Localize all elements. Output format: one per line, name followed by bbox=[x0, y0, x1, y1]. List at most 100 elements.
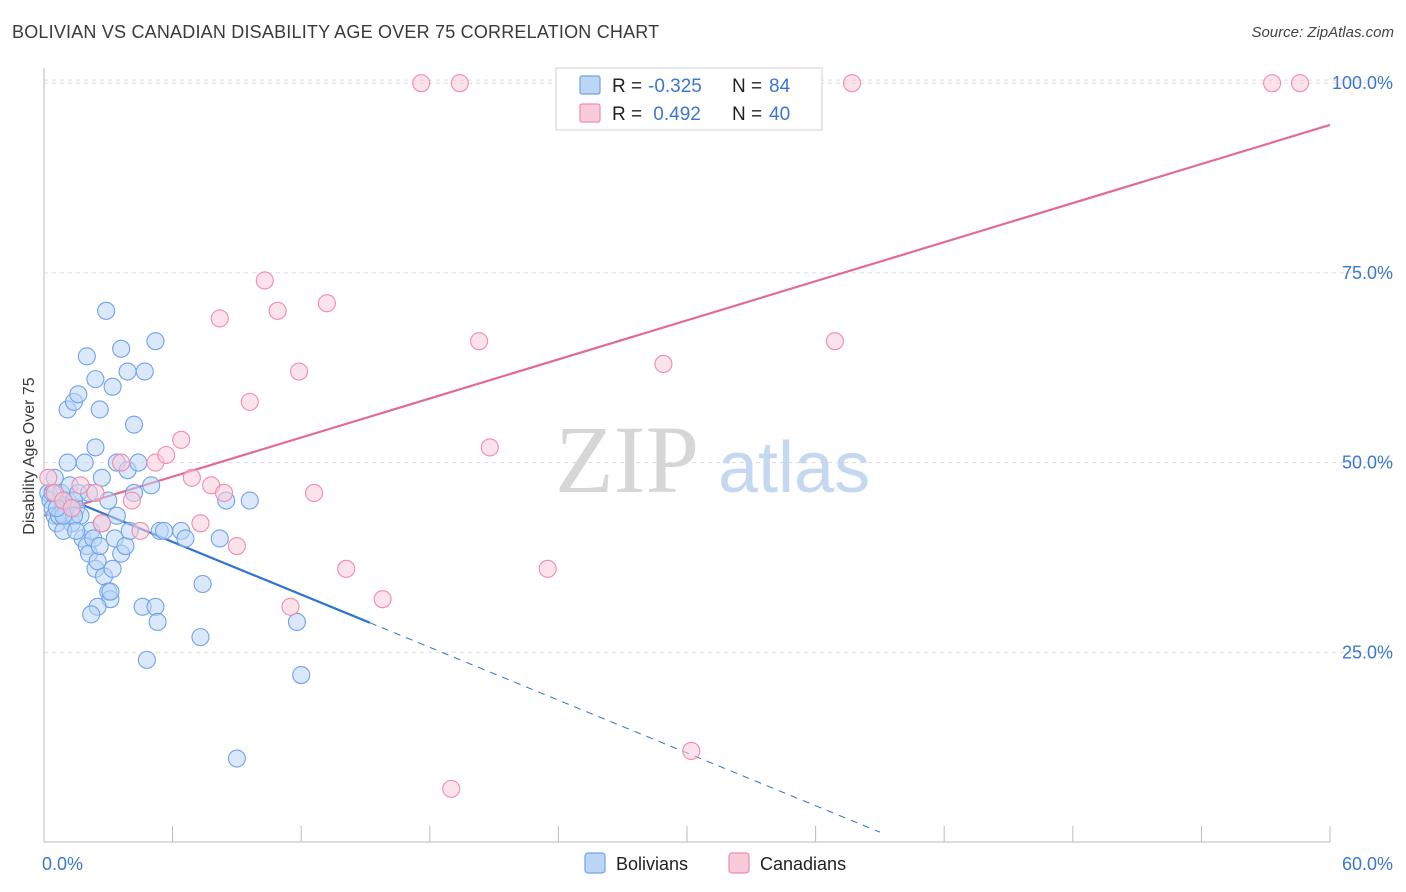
point-canadians[interactable] bbox=[682, 741, 701, 760]
watermark: ZIP atlas bbox=[555, 406, 870, 513]
legend-label-bolivians[interactable]: Bolivians bbox=[616, 854, 688, 874]
axes bbox=[43, 68, 1331, 843]
point-bolivians[interactable] bbox=[90, 400, 109, 419]
point-bolivians[interactable] bbox=[77, 347, 96, 366]
point-canadians[interactable] bbox=[157, 445, 176, 465]
point-bolivians[interactable] bbox=[86, 370, 105, 389]
point-canadians[interactable] bbox=[654, 354, 673, 373]
legend-swatch-bolivians bbox=[579, 75, 601, 95]
point-bolivians[interactable] bbox=[287, 612, 306, 631]
point-canadians[interactable] bbox=[214, 483, 234, 502]
point-bolivians[interactable] bbox=[69, 385, 88, 404]
point-canadians[interactable] bbox=[240, 392, 259, 411]
legend-r-label: R = bbox=[612, 76, 642, 97]
point-canadians[interactable] bbox=[825, 332, 844, 351]
point-bolivians[interactable] bbox=[118, 362, 137, 381]
point-canadians[interactable] bbox=[290, 362, 309, 381]
point-canadians[interactable] bbox=[112, 453, 131, 472]
point-canadians[interactable] bbox=[442, 779, 461, 798]
legend-top: R = -0.325 N = 84 R = 0.492 N = 40 bbox=[555, 67, 823, 131]
legend-n-label: N = bbox=[732, 76, 762, 97]
point-canadians[interactable] bbox=[450, 74, 469, 93]
point-bolivians[interactable] bbox=[146, 597, 165, 616]
point-canadians[interactable] bbox=[305, 483, 324, 502]
point-bolivians[interactable] bbox=[135, 362, 154, 381]
point-bolivians[interactable] bbox=[129, 453, 148, 472]
x-tick-labels: 0.0% 60.0% bbox=[42, 854, 1393, 874]
point-bolivians[interactable] bbox=[88, 552, 107, 571]
point-bolivians[interactable] bbox=[97, 301, 116, 320]
trend-line-bolivians-extension bbox=[369, 622, 881, 833]
point-canadians[interactable] bbox=[191, 514, 210, 533]
point-bolivians[interactable] bbox=[107, 506, 126, 525]
point-bolivians[interactable] bbox=[292, 666, 311, 685]
point-bolivians[interactable] bbox=[154, 521, 174, 540]
legend-r-value: -0.325 bbox=[648, 76, 702, 97]
point-canadians[interactable] bbox=[255, 271, 274, 290]
point-canadians[interactable] bbox=[172, 430, 191, 449]
point-canadians[interactable] bbox=[92, 514, 111, 533]
point-canadians[interactable] bbox=[412, 74, 431, 93]
gridlines bbox=[44, 79, 1392, 653]
point-canadians[interactable] bbox=[281, 597, 300, 616]
point-bolivians[interactable] bbox=[191, 628, 210, 647]
point-bolivians[interactable] bbox=[112, 339, 131, 358]
y-tick-labels: 25.0% 50.0% 75.0% 100.0% bbox=[1332, 73, 1393, 662]
point-bolivians[interactable] bbox=[210, 529, 229, 548]
point-bolivians[interactable] bbox=[82, 605, 101, 624]
watermark-atlas: atlas bbox=[718, 428, 870, 508]
point-bolivians[interactable] bbox=[103, 377, 122, 396]
point-canadians[interactable] bbox=[480, 438, 499, 457]
point-bolivians[interactable] bbox=[103, 559, 122, 578]
data-points bbox=[39, 74, 1310, 798]
y-tick-label: 50.0% bbox=[1342, 453, 1393, 473]
point-bolivians[interactable] bbox=[90, 537, 109, 556]
legend-swatch-bolivians[interactable] bbox=[584, 852, 606, 874]
point-canadians[interactable] bbox=[210, 309, 229, 328]
point-bolivians[interactable] bbox=[146, 332, 165, 351]
point-bolivians[interactable] bbox=[124, 415, 144, 434]
point-canadians[interactable] bbox=[373, 590, 392, 609]
point-canadians[interactable] bbox=[337, 559, 356, 578]
point-bolivians[interactable] bbox=[58, 453, 77, 472]
point-canadians[interactable] bbox=[131, 521, 150, 540]
point-bolivians[interactable] bbox=[227, 749, 246, 768]
point-bolivians[interactable] bbox=[176, 529, 195, 548]
point-bolivians[interactable] bbox=[142, 476, 161, 495]
point-canadians[interactable] bbox=[1263, 74, 1282, 93]
point-canadians[interactable] bbox=[470, 332, 489, 351]
point-bolivians[interactable] bbox=[92, 468, 111, 487]
point-canadians[interactable] bbox=[268, 301, 287, 320]
point-canadians[interactable] bbox=[86, 483, 105, 502]
point-canadians[interactable] bbox=[842, 74, 862, 93]
point-bolivians[interactable] bbox=[75, 453, 94, 472]
point-bolivians[interactable] bbox=[240, 491, 259, 510]
point-canadians[interactable] bbox=[122, 491, 141, 510]
y-tick-label: 25.0% bbox=[1342, 642, 1393, 662]
point-canadians[interactable] bbox=[1290, 74, 1310, 93]
point-canadians[interactable] bbox=[227, 537, 246, 556]
point-canadians[interactable] bbox=[39, 468, 58, 487]
point-bolivians[interactable] bbox=[148, 612, 167, 631]
x-tick-label: 60.0% bbox=[1342, 854, 1393, 874]
point-canadians[interactable] bbox=[62, 499, 81, 518]
legend-label-canadians[interactable]: Canadians bbox=[760, 854, 846, 874]
legend-n-value: 40 bbox=[769, 104, 790, 125]
point-canadians[interactable] bbox=[538, 559, 557, 578]
point-canadians[interactable] bbox=[317, 294, 336, 313]
legend-swatch-canadians[interactable] bbox=[728, 852, 750, 874]
y-tick-label: 100.0% bbox=[1332, 73, 1393, 93]
point-bolivians[interactable] bbox=[137, 650, 156, 669]
point-bolivians[interactable] bbox=[193, 574, 212, 594]
point-canadians[interactable] bbox=[71, 476, 90, 495]
y-tick-label: 75.0% bbox=[1342, 263, 1393, 283]
point-bolivians[interactable] bbox=[116, 537, 135, 556]
point-bolivians[interactable] bbox=[67, 521, 86, 540]
point-canadians[interactable] bbox=[182, 468, 201, 487]
legend-r-label: R = bbox=[612, 104, 642, 125]
point-bolivians[interactable] bbox=[101, 582, 120, 601]
legend-r-value: 0.492 bbox=[648, 104, 701, 125]
chart-title: BOLIVIAN VS CANADIAN DISABILITY AGE OVER… bbox=[12, 22, 660, 42]
point-bolivians[interactable] bbox=[86, 438, 105, 457]
